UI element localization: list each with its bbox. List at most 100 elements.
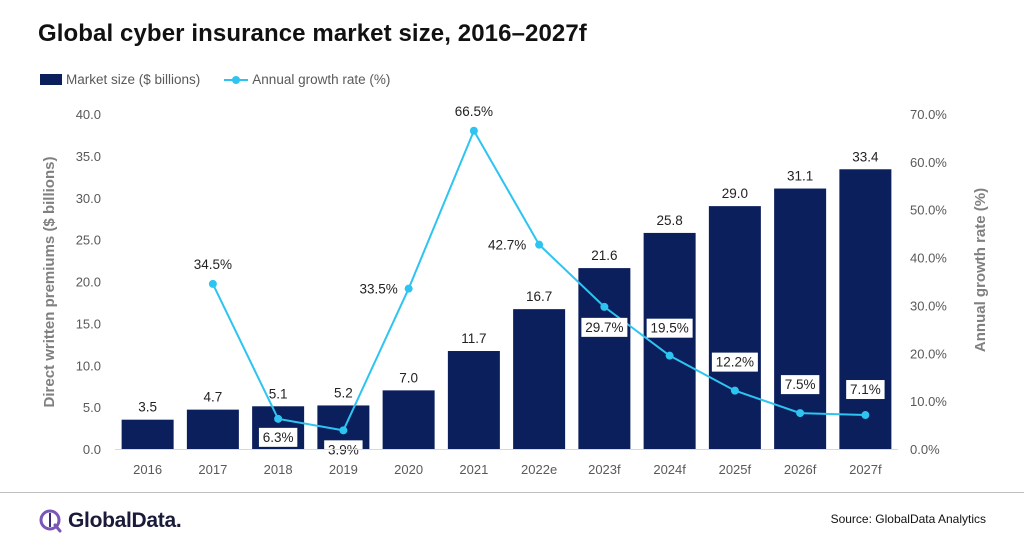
x-tick-label: 2023f	[588, 462, 621, 477]
growth-point-2023f	[600, 302, 609, 311]
bar-2023f	[578, 268, 631, 449]
growth-label-bg	[581, 317, 628, 337]
y-axis-left: 0.0 5.0 10.0 15.0 20.0 25.0 30.0 35.0 40.0	[76, 107, 101, 457]
growth-label-bg	[780, 375, 820, 395]
growth-point-2022e	[535, 240, 544, 249]
x-tick-label: 2016	[133, 462, 162, 477]
growth-point-2017	[208, 279, 217, 288]
growth-point-2021	[469, 126, 478, 135]
y-right-tick-label: 50.0%	[910, 203, 947, 218]
y-left-tick-label: 0.0	[83, 442, 101, 457]
bar-value-label: 3.5	[138, 400, 157, 415]
logo-text: GlobalData.	[68, 509, 182, 532]
bar-2020	[382, 390, 435, 449]
bar-value-label: 5.1	[269, 386, 288, 401]
growth-point-2020	[404, 284, 413, 293]
y-right-tick-label: 70.0%	[910, 107, 947, 122]
combo-chart: 3.5 4.7 5.1 5.2 7.0 11.7 16.7 21.6 25.8 29.0 31.1 3…	[41, 101, 989, 477]
y-axis-right-title: Annual growth rate (%)	[972, 188, 989, 352]
growth-point-2025f	[730, 386, 739, 395]
bar-2026f	[774, 188, 827, 449]
legend-item-growth-rate: Annual growth rate (%)	[224, 72, 390, 87]
growth-point-2026f	[796, 409, 805, 418]
legend-item-market-size: Market size ($ billions)	[40, 72, 200, 87]
x-tick-label: 2022e	[521, 462, 557, 477]
bar-value-label: 25.8	[656, 213, 682, 228]
y-left-tick-label: 40.0	[76, 107, 101, 122]
growth-point-2019	[339, 426, 348, 435]
x-tick-label: 2019	[329, 462, 358, 477]
growth-point-2024f	[665, 351, 674, 360]
y-right-tick-label: 40.0%	[910, 251, 947, 266]
bar-value-label: 7.0	[399, 370, 418, 385]
bar-value-label: 11.7	[461, 331, 486, 346]
globaldata-logo-icon	[39, 509, 62, 533]
bar-2022e	[513, 309, 566, 449]
y-left-tick-label: 25.0	[76, 233, 101, 248]
bar-2016	[121, 419, 174, 449]
growth-point-2027f	[861, 411, 870, 420]
bar-value-label: 16.7	[526, 289, 552, 304]
x-tick-label: 2024f	[653, 462, 686, 477]
growth-point-2018	[274, 414, 283, 423]
y-left-tick-label: 5.0	[83, 400, 101, 415]
growth-value-label: 66.5%	[455, 104, 493, 119]
y-left-tick-label: 15.0	[76, 316, 101, 331]
source-note: Source: GlobalData Analytics	[830, 512, 986, 526]
growth-value-label: 19.5%	[650, 321, 688, 336]
y-right-tick-label: 10.0%	[910, 394, 947, 409]
x-tick-label: 2025f	[719, 462, 752, 477]
bar-2017	[186, 409, 239, 449]
growth-value-label: 7.1%	[850, 382, 881, 397]
y-right-tick-label: 30.0%	[910, 298, 947, 313]
y-left-tick-label: 10.0	[76, 358, 101, 373]
bar-value-label: 33.4	[852, 149, 879, 164]
y-axis-left-title: Direct written premiums ($ billions)	[41, 157, 58, 408]
x-tick-label: 2018	[264, 462, 293, 477]
y-left-tick-label: 20.0	[76, 275, 101, 290]
line-series: 34.5%6.3%3.9%33.5%66.5%42.7%29.7% 19.5%12…	[189, 101, 885, 460]
bar-2027f	[839, 169, 892, 449]
growth-value-label: 12.2%	[716, 355, 754, 370]
bar-value-label: 5.2	[334, 385, 353, 400]
y-left-tick-label: 30.0	[76, 191, 101, 206]
bar-value-label: 29.0	[722, 186, 748, 201]
chart-title: Global cyber insurance market size, 2016…	[38, 20, 587, 47]
y-right-tick-label: 20.0%	[910, 346, 947, 361]
legend-swatch-line	[224, 74, 249, 85]
bar-2025f	[708, 206, 761, 449]
growth-label-bg	[646, 318, 693, 338]
growth-value-label: 33.5%	[359, 282, 397, 297]
globaldata-logo: GlobalData.	[38, 508, 182, 534]
growth-label-bg	[484, 235, 531, 255]
x-tick-label: 2021	[459, 462, 488, 477]
growth-label-bg	[355, 279, 402, 299]
growth-label-bg	[450, 101, 497, 121]
footer-divider	[0, 492, 1024, 493]
growth-label-bg	[258, 427, 298, 447]
bar-label-bg	[261, 384, 296, 403]
y-right-tick-label: 0.0%	[910, 442, 940, 457]
y-axis-right: 0.0% 10.0% 20.0% 30.0% 40.0% 50.0% 60.0% 70.0%	[910, 107, 947, 457]
growth-value-label: 34.5%	[194, 257, 232, 272]
legend-label-growth-rate: Annual growth rate (%)	[252, 72, 391, 87]
bar-2024f	[643, 232, 696, 449]
legend-label-market-size: Market size ($ billions)	[66, 72, 201, 87]
y-right-tick-label: 60.0%	[910, 155, 947, 170]
growth-label-bg	[189, 254, 236, 274]
growth-value-label: 42.7%	[488, 238, 526, 253]
x-tick-label: 2017	[198, 462, 227, 477]
y-left-tick-label: 35.0	[76, 149, 101, 164]
bar-value-label: 21.6	[591, 248, 617, 263]
legend-swatch-bar	[40, 74, 62, 85]
growth-value-label: 7.5%	[785, 377, 816, 392]
growth-label-bg	[846, 380, 885, 400]
x-tick-label: 2026f	[784, 462, 817, 477]
x-axis: 2016 2017 2018 2019 2020 2021 2022e 2023f 2024f 2…	[115, 449, 898, 477]
bar-2021	[447, 351, 500, 449]
chart-legend: Market size ($ billions) Annual growth r…	[40, 72, 414, 87]
bar-label-bg	[326, 383, 361, 402]
x-tick-label: 2020	[394, 462, 423, 477]
growth-value-label: 6.3%	[263, 430, 294, 445]
bar-series: 3.5 4.7 5.1 5.2 7.0 11.7 16.7 21.6 25.8 29.0 31.1 3…	[121, 149, 892, 449]
